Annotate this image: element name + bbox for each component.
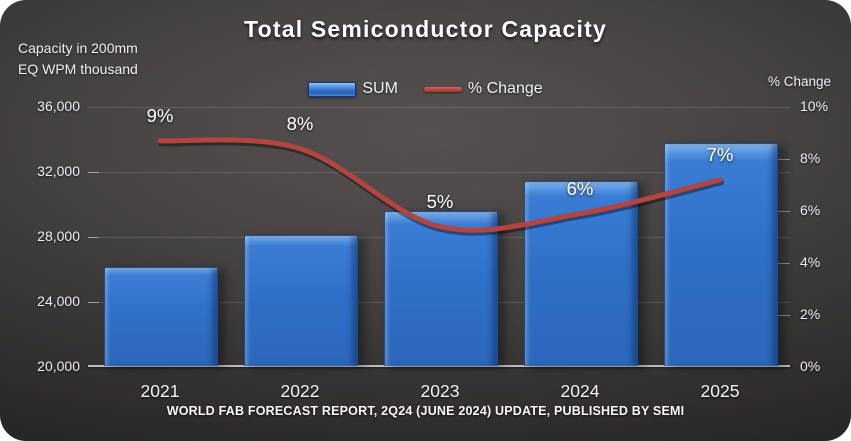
source-caption: WORLD FAB FORECAST REPORT, 2Q24 (JUNE 20… <box>166 404 685 418</box>
x-axis-line <box>88 365 790 367</box>
left-axis-title-line1: Capacity in 200mm <box>18 40 138 56</box>
right-axis-label-2: 2% <box>800 306 821 322</box>
gridline <box>88 172 790 173</box>
right-axis-label-4: 4% <box>800 254 821 270</box>
data-label-2023: 5% <box>426 190 454 212</box>
data-label-2022: 8% <box>286 112 314 134</box>
right-axis-tick <box>777 315 790 316</box>
right-axis-tick <box>777 159 790 160</box>
chart-title: Total Semiconductor Capacity <box>244 16 607 42</box>
legend-item-sum: SUM <box>308 80 398 98</box>
left-axis-label-24000: 24,000 <box>37 293 80 309</box>
x-axis-label-2025: 2025 <box>700 381 740 401</box>
legend-pct-change-label: % Change <box>467 80 543 97</box>
pct-change-line-shadow <box>158 139 724 236</box>
x-axis-label-2022: 2022 <box>280 381 320 401</box>
chart-legend: SUM % Change <box>0 80 851 98</box>
bar-2021 <box>104 267 218 366</box>
pct-change-line-path <box>157 137 723 233</box>
right-axis-label-8: 8% <box>800 150 821 166</box>
data-label-2021: 9% <box>146 104 174 126</box>
left-axis-title-line2: EQ WPM thousand <box>18 61 138 77</box>
right-axis-label-0: 0% <box>800 358 821 374</box>
left-axis-tick <box>88 302 99 303</box>
legend-item-pct-change: % Change <box>423 80 543 98</box>
x-axis-label-2023: 2023 <box>420 381 460 401</box>
left-axis-title: Capacity in 200mm EQ WPM thousand <box>18 38 138 80</box>
pct-change-line <box>157 137 724 236</box>
plot-area: 2021 2022 2023 2024 2025 9% 8% 5% 6% 7% <box>88 104 790 401</box>
left-axis-tick <box>88 237 99 238</box>
line-series-marker-icon <box>423 86 462 92</box>
right-axis-tick <box>777 263 790 264</box>
bar-series-marker-icon <box>308 81 357 97</box>
right-axis-title: % Change <box>767 74 831 89</box>
right-axis-tick <box>777 211 790 212</box>
left-axis-tick <box>88 172 99 173</box>
legend-sum-label: SUM <box>362 80 398 97</box>
left-axis-label-28000: 28,000 <box>37 228 80 244</box>
bar-2022 <box>244 235 358 366</box>
data-label-2024: 6% <box>566 177 594 199</box>
left-axis-label-32000: 32,000 <box>37 163 80 179</box>
left-axis-label-20000: 20,000 <box>37 358 80 374</box>
right-axis-label-10: 10% <box>800 98 829 114</box>
right-axis-label-6: 6% <box>800 202 821 218</box>
x-axis-label-2024: 2024 <box>560 381 600 401</box>
left-axis-label-36000: 36,000 <box>37 98 80 114</box>
data-label-2025: 7% <box>706 143 734 165</box>
x-axis-label-2021: 2021 <box>140 381 180 401</box>
gridline <box>88 107 790 108</box>
bar-2023 <box>384 211 498 366</box>
